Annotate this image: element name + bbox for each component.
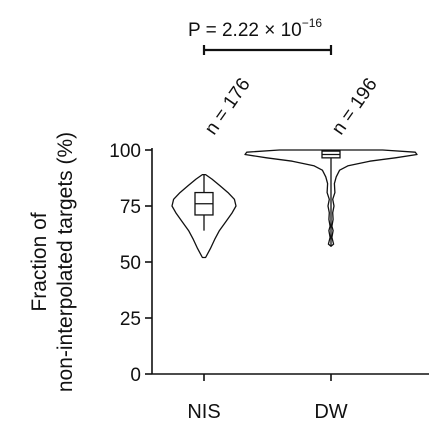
- n-label-nis: n = 176: [201, 74, 255, 138]
- p-value-exponent: −16: [302, 16, 323, 30]
- n-label-dw: n = 196: [328, 74, 382, 138]
- x-tick-label: DW: [314, 401, 347, 423]
- x-tick-label: NIS: [187, 401, 220, 423]
- axes: 0 25 50 75 100 NIS DW: [109, 141, 429, 423]
- y-tick-label: 25: [120, 309, 141, 330]
- violin-nis: [171, 173, 237, 259]
- p-value-label: P = 2.22 × 10−16: [188, 16, 322, 41]
- y-axis-label-line-2: non-interpolated targets (%): [54, 132, 77, 392]
- y-axis-label-line-1: Fraction of: [28, 212, 51, 311]
- y-tick-label: 0: [130, 365, 141, 386]
- violins: [171, 149, 418, 259]
- y-tick-label: 100: [109, 141, 141, 162]
- y-tick-label: 50: [120, 253, 141, 274]
- p-value-text: P = 2.22 × 10: [188, 20, 302, 41]
- y-tick-label: 75: [120, 197, 141, 218]
